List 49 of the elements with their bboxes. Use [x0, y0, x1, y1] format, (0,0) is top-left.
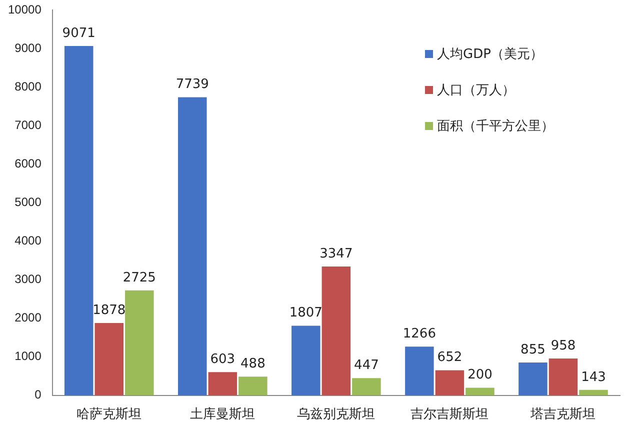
bar [292, 326, 320, 396]
bar [125, 290, 154, 396]
y-tick-label: 1000 [14, 349, 42, 364]
bar [352, 378, 381, 396]
data-label: 488 [240, 356, 266, 372]
data-label: 652 [437, 350, 462, 366]
bar [322, 266, 351, 396]
bar [435, 370, 464, 396]
data-label: 1807 [289, 306, 322, 321]
y-tick-label: 8000 [14, 80, 42, 94]
bar [64, 46, 94, 396]
bar [405, 346, 434, 396]
legend-label: 人均GDP（美元） [437, 46, 543, 63]
data-label: 603 [210, 352, 236, 368]
y-tick-label: 3000 [14, 272, 42, 286]
bar [94, 323, 124, 396]
y-tick-label: 0 [34, 388, 42, 402]
data-label: 9071 [62, 26, 96, 41]
x-tick-label: 吉尔吉斯斯坦 [410, 406, 489, 421]
data-label: 447 [354, 358, 379, 374]
data-label: 7739 [176, 77, 209, 92]
y-tick-label: 2000 [14, 310, 42, 325]
bar [579, 390, 608, 396]
bar [466, 388, 494, 396]
bar [208, 372, 238, 396]
y-tick-label: 10000 [8, 2, 42, 17]
bar [518, 362, 548, 396]
data-label: 958 [550, 338, 576, 354]
y-tick-label: 7000 [14, 118, 42, 132]
legend-label: 面积（千平方公里） [437, 118, 554, 135]
data-label: 3347 [320, 246, 353, 262]
data-label: 1266 [402, 326, 436, 342]
y-tick-label: 4000 [14, 234, 42, 248]
bar [178, 97, 207, 396]
bar [548, 358, 578, 396]
bar [238, 376, 268, 396]
x-tick-label: 乌兹别克斯坦 [297, 406, 376, 421]
data-label: 143 [581, 370, 606, 385]
data-label: 855 [520, 342, 546, 358]
y-tick-label: 9000 [14, 41, 42, 56]
data-label: 200 [468, 368, 492, 383]
y-tick-label: 5000 [14, 195, 42, 210]
data-label: 2725 [122, 270, 156, 286]
x-tick-label: 塔吉克斯坦 [530, 406, 596, 421]
legend-label: 人口（万人） [437, 82, 515, 99]
y-tick-label: 6000 [14, 156, 42, 171]
x-tick-label: 土库曼斯坦 [190, 406, 256, 421]
data-label: 1878 [92, 302, 126, 318]
x-tick-label: 哈萨克斯坦 [76, 406, 142, 421]
